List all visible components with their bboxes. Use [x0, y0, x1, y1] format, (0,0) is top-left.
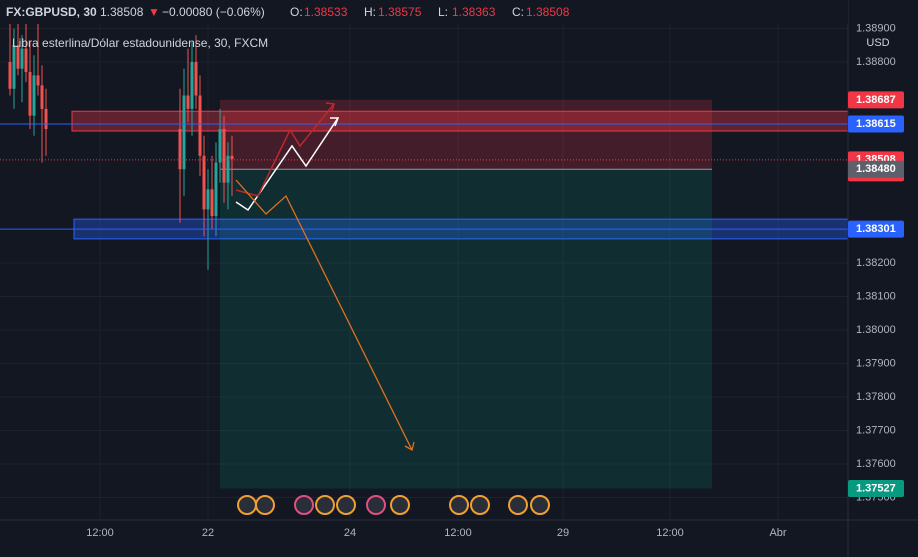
candle-body [210, 189, 214, 217]
ohlc-label: O: [290, 5, 303, 19]
candle-body [178, 128, 182, 170]
event-icon[interactable] [366, 495, 386, 515]
ohlc-value: 1.38533 [304, 5, 348, 19]
x-tick-label: 12:00 [656, 527, 684, 539]
price-label-bg [848, 160, 904, 178]
header-bar [0, 0, 848, 24]
event-icons [237, 495, 550, 515]
ohlc-label: L: [438, 5, 448, 19]
candle-body [190, 61, 194, 109]
candle-body [24, 48, 28, 73]
candle-body [20, 48, 24, 69]
y-tick-label: 1.37600 [856, 458, 896, 470]
price-label-bg [848, 91, 904, 109]
candle-body [194, 61, 198, 96]
candle-body [12, 45, 16, 89]
candle-body [44, 108, 48, 129]
price-label-bg [848, 480, 904, 498]
price-label: 1.38301 [856, 223, 896, 235]
candle-body [182, 95, 186, 170]
event-icon[interactable] [255, 495, 275, 515]
price-label: 1.37527 [856, 482, 896, 494]
event-icon[interactable] [390, 495, 410, 515]
arrow-drawing [235, 179, 413, 451]
ohlc-value: 1.38575 [378, 5, 422, 19]
candle-body [218, 128, 222, 163]
event-icon[interactable] [315, 495, 335, 515]
candle-body [8, 61, 12, 89]
candle-body [28, 72, 32, 116]
symbol: FX:GBPUSD, 30 [6, 5, 97, 19]
candle-body [226, 155, 230, 183]
y-tick-label: 1.37900 [856, 357, 896, 369]
x-tick-label: 12:00 [444, 527, 472, 539]
y-tick-label: 1.38100 [856, 290, 896, 302]
x-tick-label: Abr [769, 527, 786, 539]
candle-body [32, 75, 36, 116]
candle-body [36, 75, 40, 86]
change: −0.00080 (−0.06%) [162, 5, 265, 19]
arrow-head [404, 441, 415, 451]
y-tick-label: 1.38800 [856, 56, 896, 68]
ohlc-label: C: [512, 5, 524, 19]
candle-body [198, 95, 202, 156]
y-tick-label: 1.38200 [856, 257, 896, 269]
event-icon[interactable] [294, 495, 314, 515]
candle-body [222, 128, 226, 183]
stop-zone [220, 99, 712, 170]
candle-body [16, 45, 20, 69]
y-tick-label: 1.37800 [856, 391, 896, 403]
price-label: 1.38615 [856, 118, 896, 130]
ohlc-value: 1.38508 [526, 5, 570, 19]
target-zone [220, 169, 712, 489]
price-label-bg [848, 115, 904, 133]
arrow-head [330, 117, 340, 127]
subtitle: Libra esterlina/Dólar estadounidense, 30… [12, 36, 268, 50]
price-label: 1.38687 [856, 94, 896, 106]
arrow-drawing [235, 117, 339, 212]
y-tick-label: 1.37700 [856, 424, 896, 436]
event-icon[interactable] [336, 495, 356, 515]
x-tick-label: 12:00 [86, 527, 114, 539]
candle-body [186, 95, 190, 109]
x-tick-label: 24 [344, 527, 356, 539]
x-tick-label: 22 [202, 527, 214, 539]
candle-body [206, 189, 210, 210]
candle-body [214, 162, 218, 217]
candle-body [202, 155, 206, 210]
candle-body [40, 85, 44, 109]
event-icon[interactable] [470, 495, 490, 515]
change-arrow: ▼ [148, 5, 160, 19]
price-label: 1.38480 [856, 163, 896, 175]
event-icon[interactable] [508, 495, 528, 515]
y-tick-label: 1.38000 [856, 324, 896, 336]
ohlc-value: 1.38363 [452, 5, 496, 19]
currency: USD [866, 37, 889, 49]
ohlc-label: H: [364, 5, 376, 19]
arrow-drawing [235, 103, 335, 197]
y-tick-label: 1.38900 [856, 22, 896, 34]
x-tick-label: 29 [557, 527, 569, 539]
event-icon[interactable] [530, 495, 550, 515]
candle-body [230, 155, 234, 160]
event-icon[interactable] [237, 495, 257, 515]
price-label-bg [848, 220, 904, 238]
last-price: 1.38508 [100, 5, 144, 19]
arrow-head [325, 102, 335, 112]
event-icon[interactable] [449, 495, 469, 515]
